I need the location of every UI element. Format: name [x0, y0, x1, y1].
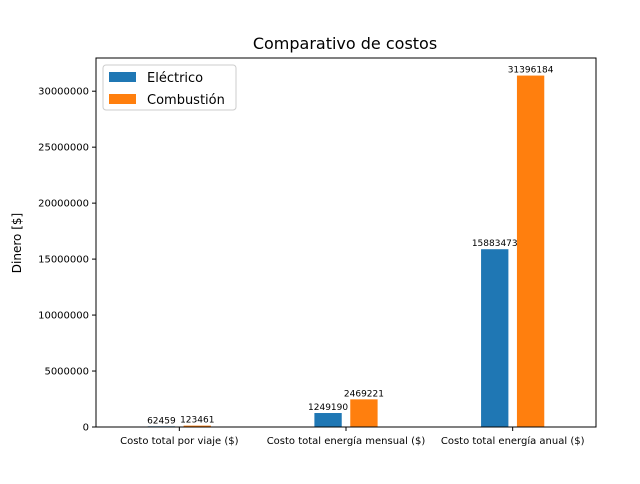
- legend-label-electrico: Eléctrico: [147, 71, 203, 86]
- y-tick-label-0: 0: [83, 423, 89, 434]
- data-label-combustion-3: 31396184: [508, 66, 554, 76]
- data-label-combustion-2: 2469221: [344, 389, 384, 399]
- data-label-electrico-1: 62459: [147, 416, 176, 426]
- y-tick-label-5: 25000000: [38, 143, 89, 154]
- x-tick-label-1: Costo total energía mensual ($): [267, 435, 426, 447]
- legend-label-combustion: Combustión: [147, 93, 225, 108]
- x-tick-label-2: Costo total energía anual ($): [441, 435, 585, 447]
- y-tick-label-4: 20000000: [38, 199, 89, 210]
- plot-area: 62459 1249190 15883473 123461 2469221 3139618…: [38, 57, 597, 447]
- chart-title: Comparativo de costos: [253, 34, 437, 53]
- legend-swatch-combustion: [109, 94, 136, 104]
- bar-combustion-1: [183, 425, 211, 427]
- y-tick-label-1: 5000000: [44, 367, 89, 378]
- bar-combustion-2: [350, 399, 378, 427]
- legend-box: [102, 64, 237, 111]
- data-label-electrico-2: 1249190: [308, 403, 348, 413]
- data-label-electrico-3: 15883473: [472, 239, 518, 249]
- data-label-combustion-1: 123461: [180, 416, 214, 426]
- y-axis-label: Dinero [$]: [10, 213, 24, 273]
- bar-combustion-3: [516, 75, 545, 428]
- y-tick-label-6: 30000000: [38, 87, 89, 98]
- y-tick-label-2: 10000000: [38, 311, 89, 322]
- bar-electrico-3: [481, 249, 509, 427]
- legend: Eléctrico Combustión: [102, 64, 237, 111]
- bar-electrico-2: [314, 413, 342, 427]
- x-tick-label-0: Costo total por viaje ($): [120, 436, 239, 447]
- y-tick-label-3: 15000000: [38, 255, 89, 266]
- legend-swatch-electrico: [109, 72, 136, 82]
